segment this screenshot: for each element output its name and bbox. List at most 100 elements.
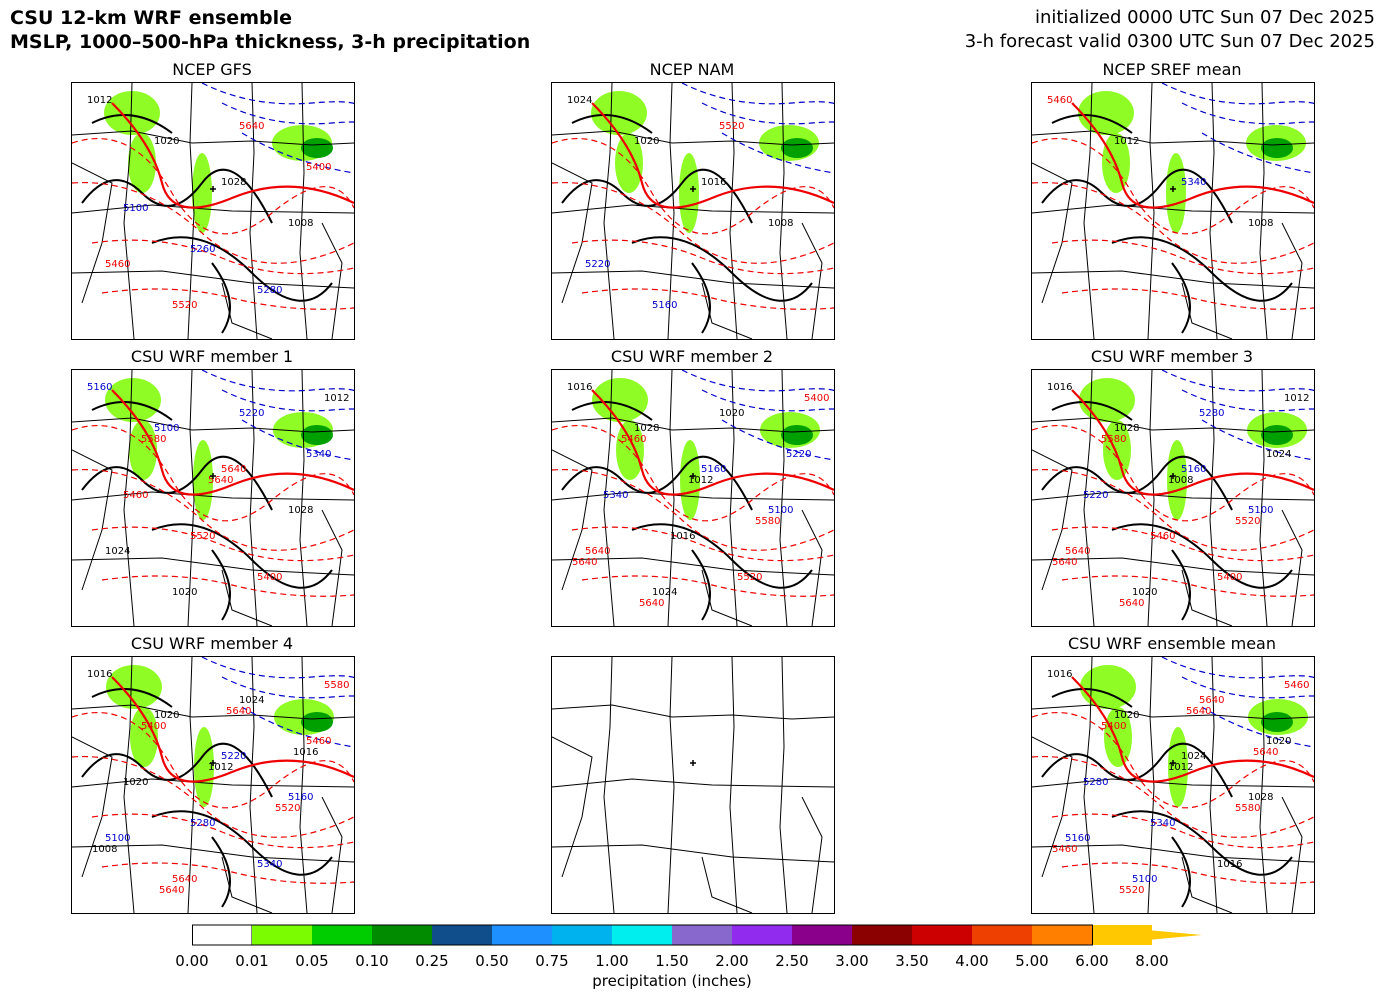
mslp-contour <box>1051 114 1133 134</box>
state-border <box>72 162 113 304</box>
state-border <box>603 370 615 626</box>
contour-label: 5220 <box>239 408 264 419</box>
contour-label: 5640 <box>1065 546 1090 557</box>
mslp-contour <box>1051 688 1133 708</box>
contour-label: 1020 <box>634 136 659 147</box>
mslp-contour <box>1041 742 1233 798</box>
mslp-contour <box>81 742 273 798</box>
station-marker <box>1170 186 1176 192</box>
state-border <box>1259 370 1268 626</box>
state-border <box>1032 130 1314 146</box>
thickness-contour <box>1051 526 1314 562</box>
contour-label: 5640 <box>208 475 233 486</box>
colorbar-tick: 0.05 <box>295 952 329 970</box>
thickness-contour-cold <box>1161 370 1314 400</box>
state-border <box>1032 449 1073 591</box>
mslp-contour <box>631 236 813 302</box>
map-svg: 1012 1020 1028 1008 5460 5520 5640 5400 5100 5260… <box>72 83 354 339</box>
contour-label: 5520 <box>719 121 744 132</box>
thickness-contour-cold <box>241 419 354 461</box>
mslp-contour <box>1111 523 1293 589</box>
thickness-contour <box>72 468 354 551</box>
init-time: initialized 0000 UTC Sun 07 Dec 2025 <box>1034 7 1375 28</box>
contour-label: 5160 <box>288 792 313 803</box>
contour-label: 5640 <box>159 885 184 896</box>
contour-label: 5280 <box>190 818 215 829</box>
contour-label: 1012 <box>1168 762 1193 773</box>
thickness-contour <box>552 138 834 235</box>
contour-label: 5100 <box>105 833 130 844</box>
colorbar-segment <box>912 925 972 945</box>
contour-label: 1016 <box>701 177 726 188</box>
map-panel: 1016 1020 5220 5160 5100 5640 1024 5460 1020 5280… <box>71 656 355 914</box>
colorbar-segment <box>252 925 312 945</box>
contour-label: 5640 <box>572 557 597 568</box>
mslp-contour <box>571 401 653 421</box>
precip-area <box>1166 153 1186 233</box>
contour-label: 1024 <box>567 95 592 106</box>
colorbar-segment <box>492 925 552 945</box>
thickness-contour-cold <box>1201 419 1314 461</box>
colorbar-tick: 0.10 <box>355 952 389 970</box>
precip-area <box>615 133 643 193</box>
state-border <box>1259 657 1268 913</box>
forecast-time-info: initialized 0000 UTC Sun 07 Dec 2025 3-h… <box>965 6 1375 54</box>
thickness-contour <box>91 239 354 275</box>
contour-label: 5640 <box>221 464 246 475</box>
state-border <box>801 796 823 913</box>
state-border <box>249 370 258 626</box>
thickness-contour <box>72 712 354 809</box>
thickness-contour <box>552 181 834 264</box>
contour-label: 5460 <box>1150 531 1175 542</box>
thickness-contour-cold <box>721 419 834 461</box>
thickness-contour-cold <box>681 370 834 400</box>
thickness-contour-cold <box>1181 676 1314 712</box>
colorbar-segment <box>672 925 732 945</box>
thickness-contour <box>552 425 834 522</box>
state-border <box>1032 417 1314 433</box>
contour-label: 5220 <box>221 751 246 762</box>
state-border <box>667 657 675 913</box>
contour-label: 1020 <box>172 587 197 598</box>
contour-label: 1020 <box>154 136 179 147</box>
contour-label: 5580 <box>1101 434 1126 445</box>
contour-label: 5160 <box>652 300 677 311</box>
map-panel: 5460 1012 5340 1008 <box>1031 82 1315 340</box>
precip-area <box>104 91 160 135</box>
state-border <box>729 370 738 626</box>
thickness-contour-cold <box>201 657 354 687</box>
precip-area-heavy <box>301 138 333 158</box>
figure-title: CSU 12-km WRF ensemble MSLP, 1000–500-hP… <box>10 6 530 54</box>
contour-label: 5100 <box>123 203 148 214</box>
contour-label: 1020 <box>1266 736 1291 747</box>
contour-label: 5400 <box>141 721 166 732</box>
colorbar-segment <box>552 925 612 945</box>
colorbar-segment <box>372 925 432 945</box>
contour-label: 1024 <box>105 546 130 557</box>
thickness-contour <box>72 181 354 264</box>
contour-label: 5580 <box>141 434 166 445</box>
contour-label: 1012 <box>87 95 112 106</box>
state-border <box>552 417 834 433</box>
state-border <box>72 204 354 214</box>
contour-label: 1016 <box>87 669 112 680</box>
state-border <box>603 83 615 339</box>
station-marker <box>1170 760 1176 766</box>
precip-area <box>680 440 700 520</box>
state-border <box>603 657 615 913</box>
contour-label: 1028 <box>1114 423 1139 434</box>
contour-label: 5460 <box>306 736 331 747</box>
map-panel: 1012 1020 1028 1008 5460 5520 5640 5400 5100 5260… <box>71 82 355 340</box>
panel-title: CSU WRF member 2 <box>610 347 774 366</box>
mslp-contour <box>1171 836 1191 908</box>
mslp-contour <box>211 549 231 621</box>
title-line-2: MSLP, 1000–500-hPa thickness, 3-h precip… <box>10 31 531 53</box>
map-svg: 5160 5100 5640 1028 1024 1020 5220 5340 5460 5520… <box>72 370 354 626</box>
contour-label: 5460 <box>1284 680 1309 691</box>
state-border <box>1281 509 1303 626</box>
contour-label: 1028 <box>221 177 246 188</box>
panel-title: NCEP GFS <box>172 60 252 79</box>
mslp-contour <box>1111 236 1293 302</box>
panel-title: NCEP SREF mean <box>1102 60 1242 79</box>
contour-label: 5400 <box>804 393 829 404</box>
